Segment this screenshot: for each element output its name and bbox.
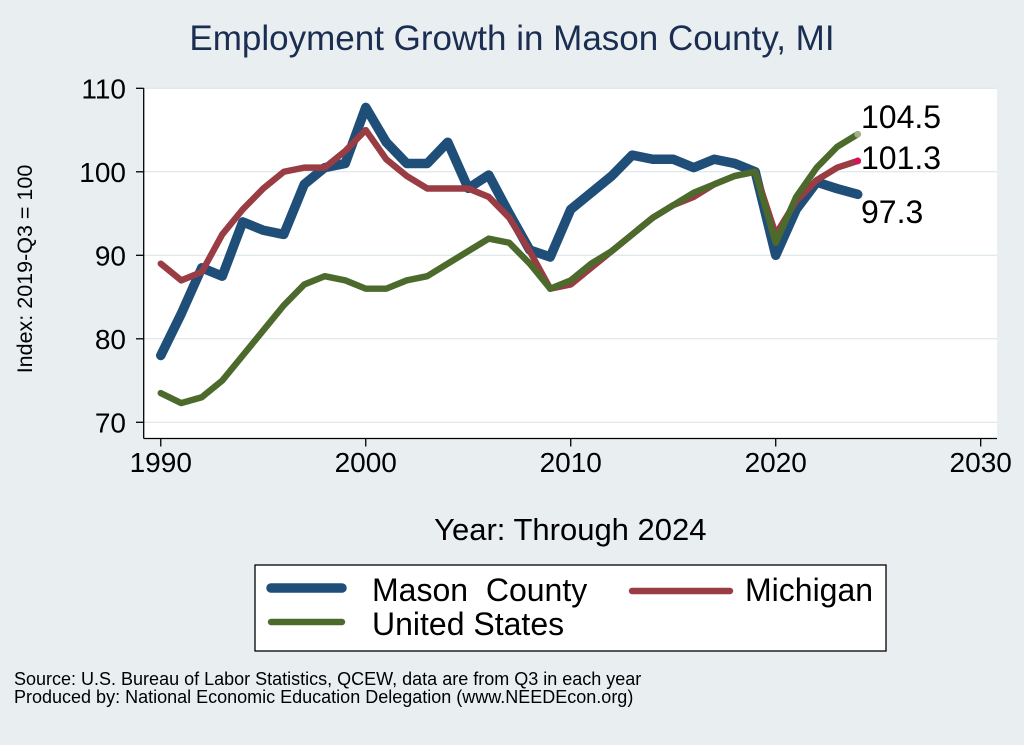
svg-text:100: 100 [79,157,126,188]
svg-text:2020: 2020 [745,447,807,478]
svg-text:2030: 2030 [950,447,1012,478]
svg-text:110: 110 [81,74,126,105]
svg-text:1990: 1990 [130,447,192,478]
svg-text:2010: 2010 [540,447,602,478]
svg-text:2000: 2000 [335,447,397,478]
svg-text:70: 70 [95,408,126,439]
svg-text:80: 80 [95,324,126,355]
svg-text:90: 90 [95,241,126,272]
